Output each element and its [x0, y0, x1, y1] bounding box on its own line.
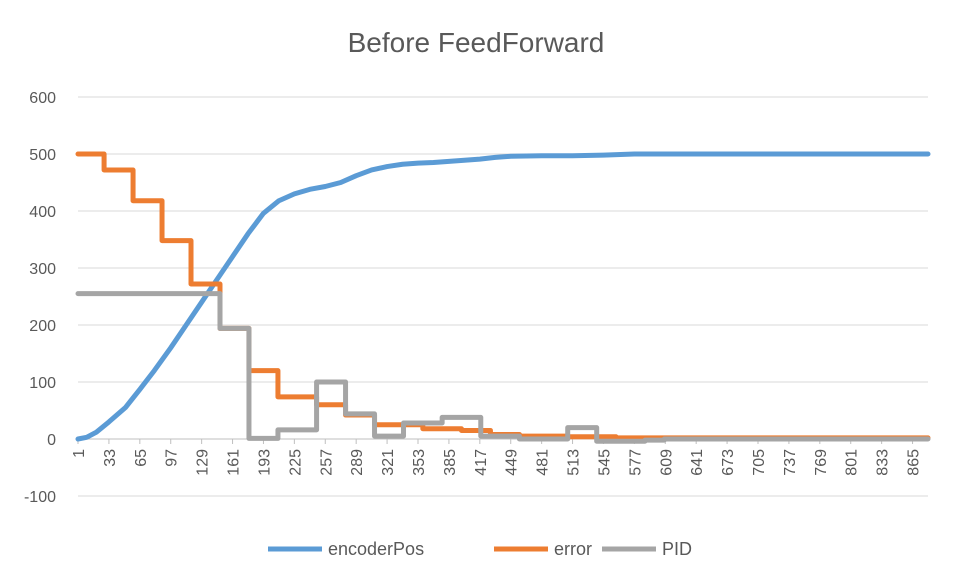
x-tick-label: 449: [504, 449, 521, 476]
x-tick-label: 545: [596, 449, 613, 476]
x-tick-label: 225: [287, 449, 304, 476]
x-tick-label: 129: [195, 449, 212, 476]
x-tick-label: 65: [133, 449, 150, 467]
x-tick-label: 1: [71, 449, 88, 458]
x-tick-label: 737: [782, 449, 799, 476]
x-tick-label: 577: [627, 449, 644, 476]
chart-title: Before FeedForward: [348, 27, 605, 58]
x-tick-label: 641: [689, 449, 706, 476]
x-tick-label: 385: [442, 449, 459, 476]
series-lines: [75, 151, 931, 444]
series-line-PID: [75, 291, 931, 444]
legend-label-PID: PID: [662, 539, 692, 559]
y-tick-label: 100: [29, 375, 56, 392]
x-tick-label: 161: [226, 449, 243, 476]
y-tick-label: 300: [29, 261, 56, 278]
y-tick-label: 0: [47, 432, 56, 449]
y-tick-label: 400: [29, 204, 56, 221]
x-tick-label: 321: [380, 449, 397, 476]
x-tick-label: 417: [473, 449, 490, 476]
x-tick-label: 513: [566, 449, 583, 476]
x-tick-label: 705: [751, 449, 768, 476]
x-tick-label: 193: [256, 449, 273, 476]
legend-label-encoderPos: encoderPos: [328, 539, 424, 559]
x-tick-label: 97: [164, 449, 181, 467]
x-axis: 1 33 65 97 129 161 193 225 257 289 321 353 385 417 449…: [71, 438, 928, 476]
x-tick-label: 865: [906, 449, 923, 476]
y-tick-label: 600: [29, 90, 56, 107]
x-tick-label: 257: [318, 449, 335, 476]
x-tick-label: 673: [720, 449, 737, 476]
x-tick-label: 33: [102, 449, 119, 467]
y-axis: -100 0 100 200 300 400 500 600: [24, 90, 56, 506]
x-tick-label: 769: [813, 449, 830, 476]
x-tick-label: 481: [535, 449, 552, 476]
x-tick-label: 833: [875, 449, 892, 476]
x-tick-label: 353: [411, 449, 428, 476]
x-tick-label: 801: [844, 449, 861, 476]
y-tick-label: 500: [29, 147, 56, 164]
y-tick-label: -100: [24, 489, 56, 506]
x-tick-label: 609: [658, 449, 675, 476]
legend: encoderPos error PID: [268, 539, 692, 559]
y-tick-label: 200: [29, 318, 56, 335]
legend-label-error: error: [554, 539, 592, 559]
x-tick-label: 289: [349, 449, 366, 476]
series-line-encoderPos: [75, 151, 931, 442]
